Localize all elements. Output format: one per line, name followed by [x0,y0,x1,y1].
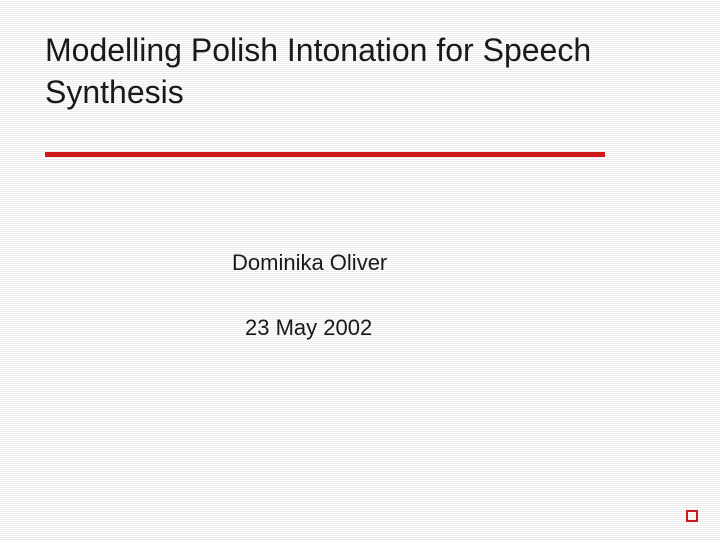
slide-author: Dominika Oliver [232,250,387,276]
slide-canvas: Modelling Polish Intonation for Speech S… [0,0,720,540]
accent-divider [45,152,605,157]
corner-marker-icon [686,510,698,522]
slide-date: 23 May 2002 [245,315,372,341]
slide-title: Modelling Polish Intonation for Speech S… [45,30,660,113]
